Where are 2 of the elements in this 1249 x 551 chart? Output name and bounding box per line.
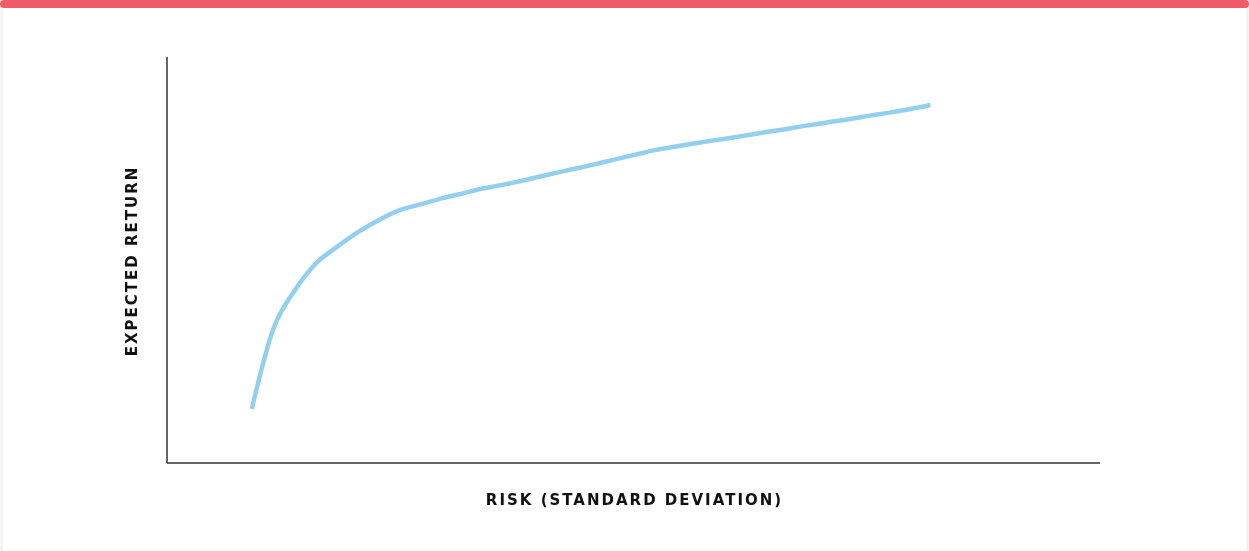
- x-axis-title: RISK (STANDARD DEVIATION): [485, 491, 784, 509]
- y-axis-title: EXPECTED RETURN: [123, 165, 141, 357]
